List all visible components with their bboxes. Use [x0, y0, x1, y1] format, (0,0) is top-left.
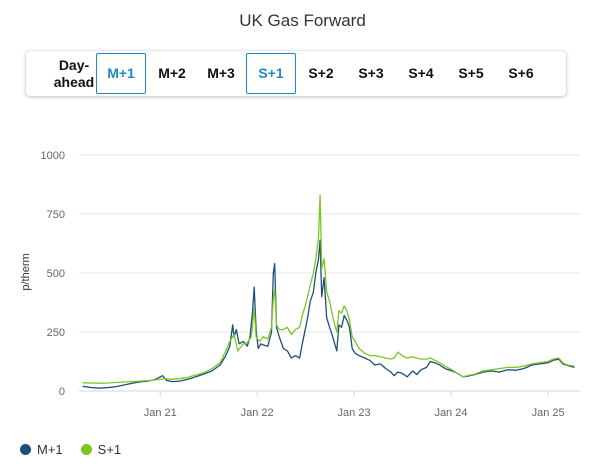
tab-m2[interactable]: M+2: [158, 65, 186, 81]
tab-m3[interactable]: M+3: [207, 65, 235, 81]
legend-item-s1[interactable]: S+1: [80, 442, 122, 457]
y-tick-label: 750: [47, 209, 65, 221]
tab-m1[interactable]: M+1: [96, 53, 146, 94]
x-tick-label: Jan 22: [241, 407, 274, 419]
series-line-s1[interactable]: [82, 194, 575, 384]
series-line-m1[interactable]: [82, 239, 575, 389]
tab-s3[interactable]: S+3: [358, 65, 384, 81]
chart-title: UK Gas Forward: [239, 11, 366, 30]
tab-s5[interactable]: S+5: [458, 65, 484, 81]
tab-s4[interactable]: S+4: [408, 65, 434, 81]
legend-label-m1: M+1: [37, 442, 63, 457]
x-tick-label: Jan 23: [338, 407, 371, 419]
tab-s2[interactable]: S+2: [308, 65, 334, 81]
tab-s6[interactable]: S+6: [508, 65, 534, 81]
tab-s1[interactable]: S+1: [246, 53, 296, 94]
legend-swatch-s1: [80, 444, 92, 455]
y-tick-label: 500: [47, 268, 65, 280]
x-tick-label: Jan 24: [434, 407, 467, 419]
legend: M+1 S+1: [20, 442, 139, 457]
y-axis-title: p/therm: [20, 253, 32, 290]
legend-label-s1: S+1: [97, 442, 122, 457]
legend-swatch-m1: [20, 444, 31, 455]
tab-day-ahead[interactable]: Day-ahead: [53, 56, 95, 90]
x-tick-label: Jan 21: [144, 407, 177, 419]
y-tick-label: 250: [47, 327, 65, 339]
y-tick-label: 0: [59, 386, 65, 398]
legend-item-m1[interactable]: M+1: [20, 442, 63, 457]
contract-tab-bar: Day-ahead M+1 M+2 M+3 S+1 S+2 S+3 S+4 S+…: [26, 51, 566, 96]
x-tick-label: Jan 25: [532, 407, 565, 419]
y-tick-label: 1000: [41, 150, 65, 162]
